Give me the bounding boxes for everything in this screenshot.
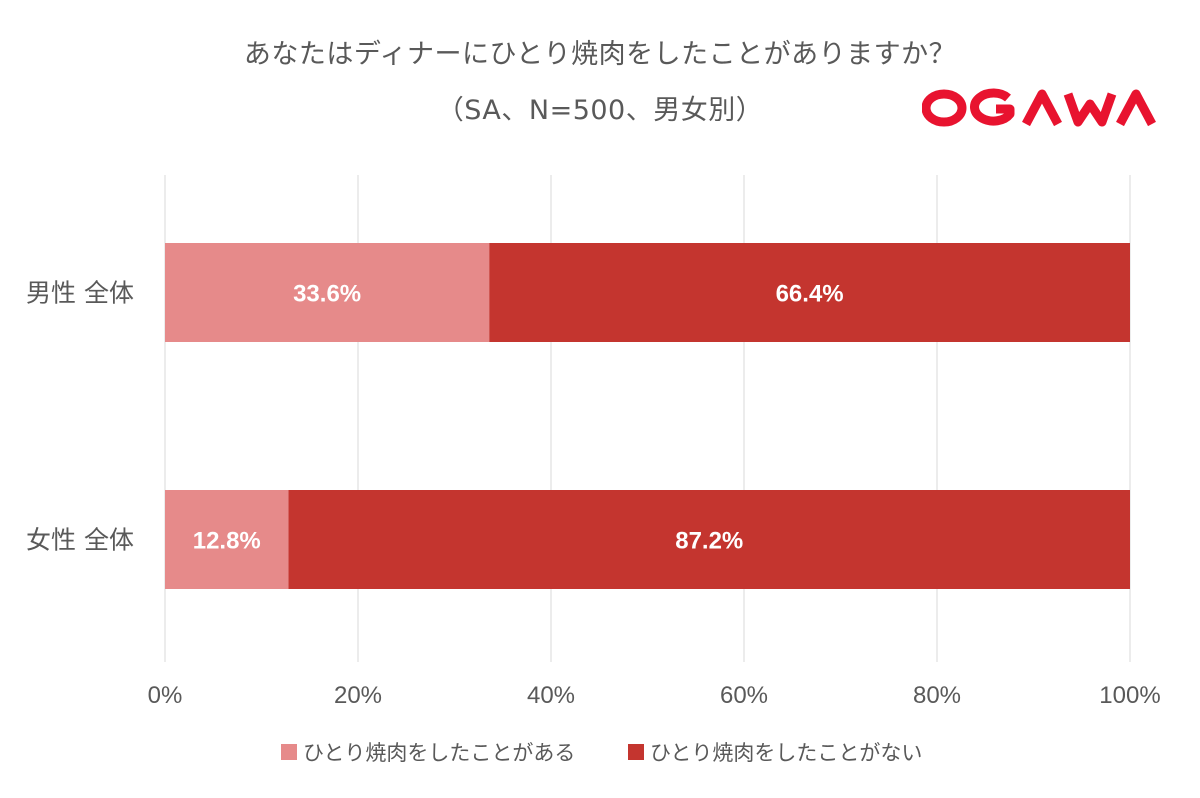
legend: ひとり焼肉をしたことがある ひとり焼肉をしたことがない [281, 741, 922, 765]
category-label: 男性 全体 [26, 279, 134, 308]
legend-swatch [628, 744, 644, 760]
x-tick-label: 0% [148, 682, 183, 709]
legend-label: ひとり焼肉をしたことがない [650, 741, 922, 765]
x-tick-label: 80% [913, 682, 961, 709]
x-tick-label: 60% [720, 682, 768, 709]
bar-segment [489, 243, 1130, 342]
data-label: 66.4% [776, 281, 844, 308]
data-label: 33.6% [293, 281, 361, 308]
legend-label: ひとり焼肉をしたことがある [303, 741, 575, 765]
data-label: 12.8% [193, 528, 261, 555]
category-label: 女性 全体 [26, 526, 134, 555]
grid-lines [164, 175, 1131, 662]
ogawa-logo [921, 84, 1158, 136]
bar-segment [165, 490, 289, 589]
bar-segment [165, 243, 490, 342]
ogawa-logo-mark [921, 88, 1156, 127]
x-tick-label: 40% [527, 682, 575, 709]
legend-swatch [281, 744, 297, 760]
data-label: 87.2% [675, 528, 743, 555]
chart-title: あなたはディナーにひとり焼肉をしたことがありますか？ [243, 39, 957, 70]
x-tick-label: 100% [1099, 682, 1160, 709]
x-axis-ticks: 0% 20% 40% 60% 80% 100% [148, 682, 1161, 709]
bar-segment [288, 490, 1130, 589]
bars: 33.6% 66.4% 12.8% 87.2% [165, 243, 1130, 589]
x-tick-label: 20% [334, 682, 382, 709]
chart-subtitle: （SA、N=500、男女別） [436, 95, 764, 126]
